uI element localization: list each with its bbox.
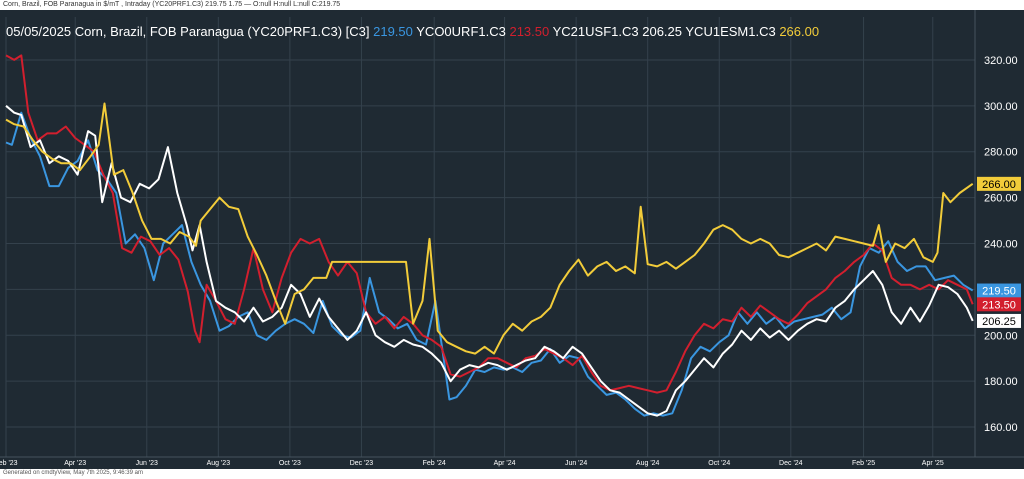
- last-value-label: 206.25: [982, 316, 1016, 328]
- y-tick-label: 240.00: [984, 239, 1018, 251]
- x-tick-label: Dec '23: [350, 460, 374, 467]
- x-tick-label: Oct '24: [708, 460, 730, 467]
- legend-value-3: 266.00: [779, 24, 820, 39]
- last-value-label: 266.00: [982, 179, 1016, 191]
- line-chart: 160.00180.00200.00220.00240.00260.00280.…: [0, 10, 1024, 467]
- x-tick-label: Aug '24: [636, 460, 660, 467]
- series-line-YCO0URF1.C3: [5, 54, 974, 394]
- legend-name-2: YC21USF1.C3: [552, 24, 639, 39]
- last-value-label: 219.50: [982, 286, 1016, 298]
- last-value-badge: [977, 283, 1021, 298]
- y-tick-label: 200.00: [984, 330, 1018, 342]
- last-value-badge: [977, 313, 1021, 328]
- x-tick-label: Dec '24: [779, 460, 803, 467]
- x-tick-label: Aug '23: [207, 460, 231, 467]
- x-tick-label: Feb '24: [423, 460, 446, 467]
- last-value-badge: [977, 176, 1021, 191]
- y-tick-label: 260.00: [984, 193, 1018, 205]
- last-value-label: 213.50: [982, 299, 1016, 311]
- series-line-YCU1ESM1.C3: [5, 102, 974, 355]
- x-tick-label: Apr '25: [922, 460, 944, 467]
- legend-value-0: 219.50: [373, 24, 413, 39]
- legend-name-3: YCU1ESM1.C3: [685, 24, 776, 39]
- y-tick-label: 280.00: [984, 147, 1018, 159]
- y-tick-label: 300.00: [984, 101, 1018, 113]
- x-tick-label: Apr '24: [494, 460, 516, 467]
- y-tick-label: 320.00: [984, 55, 1018, 67]
- y-tick-label: 160.00: [984, 422, 1018, 434]
- x-tick-label: Oct '23: [279, 460, 301, 467]
- legend-title: Corn, Brazil, FOB Paranagua (YC20PRF1.C3…: [74, 24, 370, 39]
- series-line-YC21USF1.C3: [5, 105, 974, 417]
- x-tick-label: Jun '23: [136, 460, 158, 467]
- chart-legend: 05/05/2025 Corn, Brazil, FOB Paranagua (…: [6, 24, 819, 39]
- legend-value-1: 213.50: [509, 24, 550, 39]
- series-line-YC20PRF1.C3: [5, 111, 974, 417]
- y-tick-label: 180.00: [984, 376, 1018, 388]
- legend-name-1: YCO0URF1.C3: [416, 24, 506, 39]
- legend-value-2: 206.25: [642, 24, 682, 39]
- legend-date: 05/05/2025: [6, 24, 72, 39]
- x-tick-label: Feb '25: [852, 460, 875, 467]
- chart-caption: Corn, Brazil, FOB Paranagua in $/mT , In…: [3, 1, 341, 8]
- last-value-badge: [977, 297, 1021, 312]
- x-tick-label: Apr '23: [64, 460, 86, 467]
- footer-note: Generated on cmdtyView, May 7th 2025, 9:…: [3, 470, 143, 476]
- x-tick-label: Feb '23: [0, 460, 18, 467]
- x-tick-label: Jun '24: [565, 460, 587, 467]
- chart-panel: 05/05/2025 Corn, Brazil, FOB Paranagua (…: [0, 10, 1024, 469]
